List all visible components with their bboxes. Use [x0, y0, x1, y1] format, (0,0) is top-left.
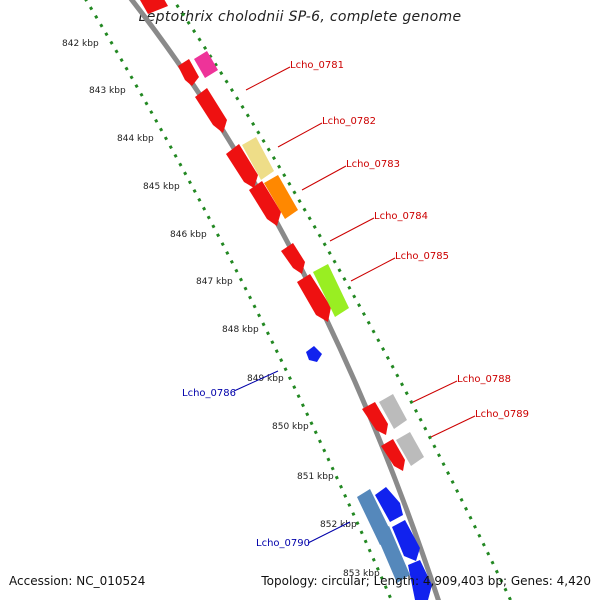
gene-arrow-reverse	[306, 346, 322, 362]
tick-label-844: 844 kbp	[117, 134, 154, 144]
gene-label-lcho-0786: Lcho_0786	[182, 388, 236, 399]
gene-box-lime	[313, 264, 349, 317]
gene-arrow	[362, 402, 388, 435]
gene-arrow	[297, 274, 331, 322]
gene-arrow	[178, 59, 199, 86]
tick-label-849: 849 kbp	[247, 374, 284, 384]
tick-label-845: 845 kbp	[143, 182, 180, 192]
tick-label-850: 850 kbp	[272, 422, 309, 432]
gene-arrow	[381, 439, 405, 471]
gene-label-lcho-0785: Lcho_0785	[395, 251, 449, 262]
gene-arrow	[249, 181, 281, 226]
secondary-genes	[194, 51, 424, 466]
topology-label: Topology: circular; Length: 4,909,403 bp…	[261, 574, 591, 588]
accession-label: Accession: NC_010524	[9, 574, 146, 588]
gene-label-lcho-0789: Lcho_0789	[475, 409, 529, 420]
gene-box-magenta	[194, 51, 218, 78]
gene-box-grey	[396, 432, 424, 466]
gene-label-lcho-0781: Lcho_0781	[290, 60, 344, 71]
tick-label-842: 842 kbp	[62, 39, 99, 49]
tick-label-846: 846 kbp	[170, 230, 207, 240]
gene-label-lcho-0784: Lcho_0784	[374, 211, 428, 222]
gene-arrow	[140, 0, 168, 14]
gene-box-orange	[264, 175, 298, 219]
tick-label-851: 851 kbp	[297, 472, 334, 482]
gene-box-grey	[379, 394, 407, 429]
map-title: Leptothrix cholodnii SP-6, complete geno…	[138, 9, 462, 25]
outer-ruler	[171, 0, 513, 600]
tick-label-843: 843 kbp	[89, 86, 126, 96]
forward-genes	[140, 0, 405, 471]
gene-arrow	[195, 88, 227, 133]
tick-label-847: 847 kbp	[196, 277, 233, 287]
gene-arrow-reverse	[392, 520, 420, 561]
tick-labels: 842 kbp 843 kbp 844 kbp 845 kbp 846 kbp …	[62, 39, 380, 579]
gene-box-steel	[376, 526, 410, 583]
gene-label-lcho-0790: Lcho_0790	[256, 538, 310, 549]
gene-labels: Lcho_0781 Lcho_0782 Lcho_0783 Lcho_0784 …	[182, 60, 529, 549]
gene-box-yellow	[242, 137, 274, 180]
tick-label-848: 848 kbp	[222, 325, 259, 335]
gene-label-lcho-0782: Lcho_0782	[322, 116, 376, 127]
inner-ruler	[84, 0, 394, 600]
leader-lines	[233, 66, 476, 544]
tick-label-852: 852 kbp	[320, 520, 357, 530]
reverse-genes	[306, 346, 432, 600]
gene-label-lcho-0788: Lcho_0788	[457, 374, 511, 385]
gene-arrow	[226, 144, 258, 188]
gene-arrow	[281, 243, 305, 274]
gene-arrow-reverse	[408, 560, 432, 600]
gene-arrow-reverse	[375, 487, 403, 522]
gene-label-lcho-0783: Lcho_0783	[346, 159, 400, 170]
tick-label-853: 853 kbp	[343, 569, 380, 579]
